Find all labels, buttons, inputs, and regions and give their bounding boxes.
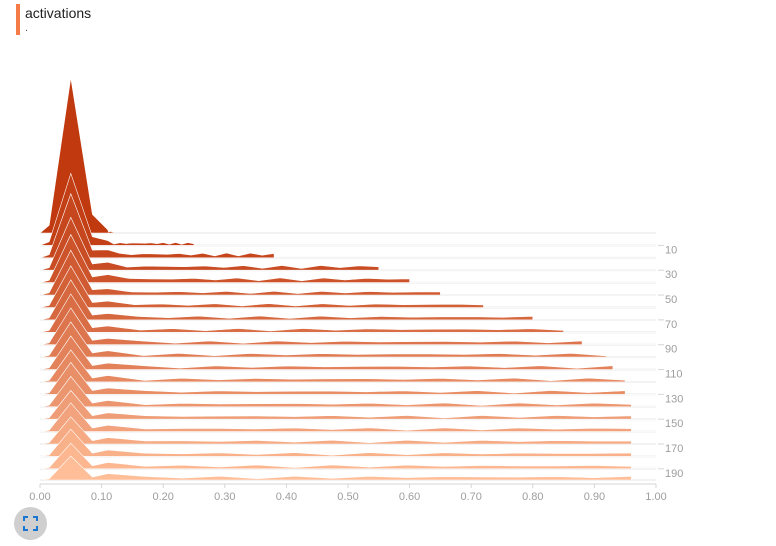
histogram-slice — [39, 428, 656, 457]
histogram-slice — [39, 192, 656, 259]
step-tick-label: 50 — [665, 294, 677, 306]
ridgeline-chart: 0.00 0.10 0.20 0.30 0.40 0.50 0.60 0.70 0.80 0.90… — [29, 77, 683, 500]
x-tick-label: 0.10 — [91, 491, 112, 500]
x-tick-label: 0.50 — [337, 491, 358, 500]
histogram-slice — [39, 249, 656, 296]
step-tick-label: 150 — [665, 418, 683, 430]
histogram-slices — [39, 77, 656, 481]
histogram-slice — [39, 265, 656, 308]
step-tick-label: 190 — [665, 468, 683, 480]
x-tick-label: 0.90 — [584, 491, 605, 500]
x-tick-label: 0.60 — [399, 491, 420, 500]
histogram-slice — [39, 389, 656, 420]
histogram-slice — [39, 279, 656, 321]
histogram-slice — [39, 307, 656, 345]
histogram-slice — [39, 402, 656, 432]
step-tick-label: 130 — [665, 393, 683, 405]
histogram-slice — [39, 172, 656, 246]
step-tick-label: 30 — [665, 269, 677, 281]
card-subtitle: . — [25, 22, 29, 34]
step-tick-label: 70 — [665, 319, 677, 331]
histogram-slice — [39, 293, 656, 333]
histogram-slice — [39, 321, 656, 358]
histogram-slice — [39, 216, 656, 271]
x-tick-label: 0.00 — [29, 491, 50, 500]
histogram-slice — [39, 233, 656, 283]
histogram-slice — [39, 416, 656, 445]
x-tick-label: 1.00 — [645, 491, 666, 500]
step-tick-label: 10 — [665, 244, 677, 256]
histogram-slice — [39, 442, 656, 470]
histogram-slice — [39, 455, 656, 481]
histogram-slice — [39, 361, 656, 395]
step-tick-label: 90 — [665, 344, 677, 356]
step-tick-label: 110 — [665, 369, 683, 381]
x-tick-label: 0.80 — [522, 491, 543, 500]
histogram-slice — [39, 335, 656, 370]
card-title: activations — [25, 5, 92, 21]
x-tick-label: 0.30 — [214, 491, 235, 500]
histogram-slice — [39, 349, 656, 383]
fullscreen-icon — [23, 516, 38, 531]
histogram-slice — [39, 375, 656, 408]
x-axis: 0.00 0.10 0.20 0.30 0.40 0.50 0.60 0.70 0.80 0.90… — [29, 483, 667, 500]
x-tick-label: 0.40 — [276, 491, 297, 500]
title-accent-bar — [16, 4, 20, 35]
x-tick-label: 0.70 — [460, 491, 481, 500]
x-tick-label: 0.20 — [152, 491, 173, 500]
histogram-slice — [39, 77, 656, 234]
expand-button[interactable] — [14, 507, 47, 540]
step-axis: 10 30 50 70 90 110 130 150 170 190 — [658, 244, 683, 480]
step-tick-label: 170 — [665, 443, 683, 455]
